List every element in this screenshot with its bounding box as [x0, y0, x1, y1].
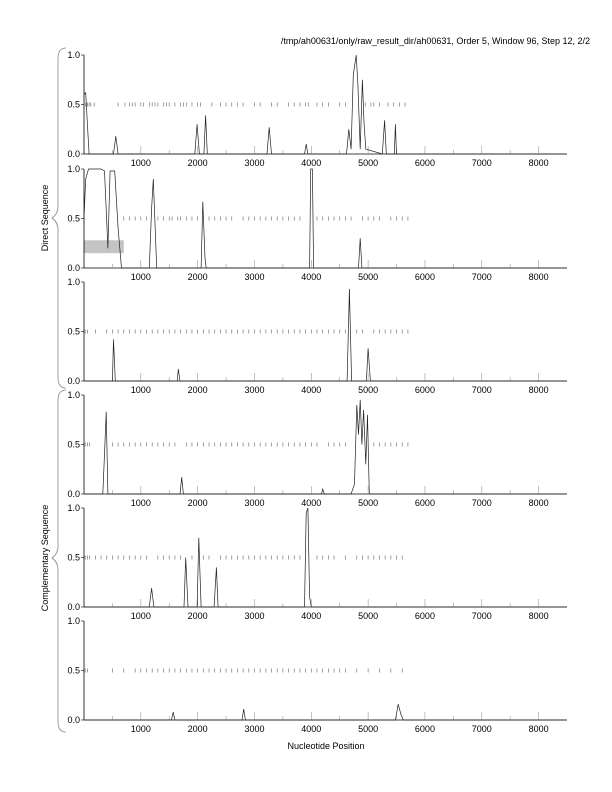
x-tick-label: 8000	[529, 611, 549, 621]
x-tick-label: 5000	[358, 498, 378, 508]
y-tick-label: 0.0	[67, 149, 80, 159]
panel-3: 0.0 0.5 1.0 1000 2000 3000 4000 5000 6000 7000 800…	[67, 277, 567, 395]
y-tick-label: 1.0	[67, 164, 80, 174]
y-tick-label: 1.0	[67, 277, 80, 287]
x-tick-label: 3000	[244, 498, 264, 508]
panel-4: 0.0 0.5 1.0 1000 2000 3000 4000 5000 6000 7000 800…	[67, 390, 567, 508]
x-tick-label: 5000	[358, 611, 378, 621]
y-tick-label: 1.0	[67, 503, 80, 513]
panel-1: 0.0 0.5 1.0 1000 2000 3000 4000 5000 6000 7000 800…	[67, 50, 567, 168]
x-tick-label: 2000	[188, 498, 208, 508]
x-tick-label: 7000	[472, 385, 492, 395]
series-line	[83, 168, 567, 269]
y-tick-label: 1.0	[67, 390, 80, 400]
x-tick-label: 7000	[472, 272, 492, 282]
series-line	[83, 54, 567, 155]
x-tick-label: 6000	[415, 724, 435, 734]
y-tick-label: 0.0	[67, 602, 80, 612]
x-tick-label: 7000	[472, 158, 492, 168]
x-tick-label: 1000	[131, 158, 151, 168]
x-tick-label: 4000	[301, 611, 321, 621]
y-tick-label: 0.0	[67, 715, 80, 725]
x-tick-label: 3000	[244, 272, 264, 282]
x-tick-label: 4000	[301, 385, 321, 395]
group-label-complementary: Complementary Sequence	[40, 505, 50, 612]
x-tick-label: 7000	[472, 724, 492, 734]
x-tick-label: 8000	[529, 158, 549, 168]
series-line	[84, 507, 567, 608]
x-tick-label: 4000	[301, 158, 321, 168]
x-tick-label: 1000	[131, 272, 151, 282]
x-tick-label: 8000	[529, 724, 549, 734]
x-tick-label: 3000	[244, 611, 264, 621]
x-tick-label: 3000	[244, 385, 264, 395]
x-tick-label: 1000	[131, 385, 151, 395]
x-tick-label: 5000	[358, 272, 378, 282]
panel-2: 0.0 0.5 1.0 1000 2000 3000 4000 5000 6000 7000 800…	[67, 164, 567, 282]
x-tick-label: 2000	[188, 385, 208, 395]
x-axis-label: Nucleotide Position	[287, 741, 364, 751]
series-line	[84, 288, 567, 382]
x-tick-label: 6000	[415, 611, 435, 621]
x-tick-label: 6000	[415, 272, 435, 282]
y-tick-label: 1.0	[67, 50, 80, 60]
highlight-region	[84, 240, 124, 254]
x-tick-label: 6000	[415, 498, 435, 508]
x-tick-label: 8000	[529, 385, 549, 395]
x-tick-label: 2000	[188, 272, 208, 282]
y-tick-label: 0.5	[67, 553, 80, 563]
panel-6: 0.0 0.5 1.0 1000 2000 3000 4000 5000 6000 7000 800…	[67, 616, 567, 734]
x-tick-label: 4000	[301, 724, 321, 734]
x-tick-label: 8000	[529, 498, 549, 508]
series-line	[84, 704, 567, 721]
x-tick-label: 4000	[301, 272, 321, 282]
x-tick-label: 5000	[358, 724, 378, 734]
y-tick-label: 0.5	[67, 214, 80, 224]
x-tick-label: 1000	[131, 611, 151, 621]
x-tick-label: 5000	[358, 158, 378, 168]
x-tick-label: 7000	[472, 611, 492, 621]
y-tick-label: 1.0	[67, 616, 80, 626]
panels: 0.0 0.5 1.0 1000 2000 3000 4000 5000 6000 7000 800…	[67, 50, 567, 734]
y-tick-label: 0.0	[67, 489, 80, 499]
x-tick-label: 2000	[188, 724, 208, 734]
y-tick-label: 0.0	[67, 263, 80, 273]
x-tick-label: 8000	[529, 272, 549, 282]
y-tick-label: 0.5	[67, 440, 80, 450]
panel-5: 0.0 0.5 1.0 1000 2000 3000 4000 5000 6000 7000 800…	[67, 503, 567, 621]
x-tick-label: 5000	[358, 385, 378, 395]
x-tick-label: 6000	[415, 158, 435, 168]
x-tick-label: 1000	[131, 724, 151, 734]
group-label-direct: Direct Sequence	[40, 185, 50, 252]
y-tick-label: 0.0	[67, 376, 80, 386]
chart-title: /tmp/ah00631/only/raw_result_dir/ah00631…	[281, 36, 590, 46]
x-tick-label: 6000	[415, 385, 435, 395]
brace-direct	[51, 47, 67, 389]
x-tick-label: 7000	[472, 498, 492, 508]
y-tick-label: 0.5	[67, 100, 80, 110]
x-tick-label: 3000	[244, 724, 264, 734]
x-tick-label: 3000	[244, 158, 264, 168]
x-tick-label: 4000	[301, 498, 321, 508]
x-tick-label: 2000	[188, 158, 208, 168]
x-tick-label: 1000	[131, 498, 151, 508]
y-tick-label: 0.5	[67, 666, 80, 676]
x-tick-label: 2000	[188, 611, 208, 621]
y-tick-label: 0.5	[67, 327, 80, 337]
brace-complementary	[51, 389, 67, 733]
series-line	[84, 399, 567, 495]
